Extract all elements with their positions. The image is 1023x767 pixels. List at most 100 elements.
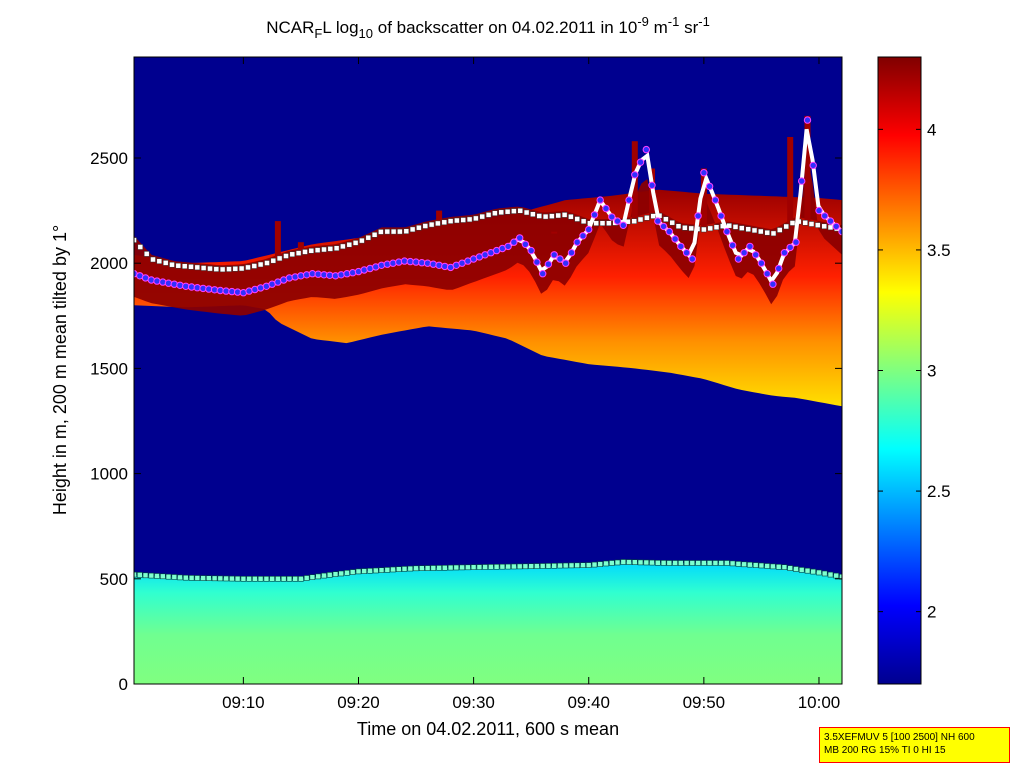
aerosol-top-marker [724, 560, 730, 566]
aerosol-top-marker [183, 574, 189, 581]
cloud-top-marker [245, 264, 251, 271]
cloud-top-marker [359, 237, 365, 244]
aerosol-top-marker [764, 563, 771, 569]
cloud-top-marker [454, 217, 460, 224]
aerosol-top-marker [810, 568, 817, 575]
aerosol-top-marker [551, 562, 558, 569]
aerosol-top-marker [223, 575, 229, 582]
cloud-top-marker [169, 261, 175, 268]
cloud-top-marker [701, 226, 707, 233]
cloud-base-marker [740, 249, 748, 257]
cloud-top-marker [599, 220, 606, 226]
cloud-base-marker [636, 158, 645, 166]
cloud-top-marker [283, 253, 289, 259]
aerosol-top-marker [395, 566, 402, 573]
cloud-top-marker [745, 226, 751, 232]
cloud-base-marker [734, 255, 743, 263]
cloud-top-marker [485, 212, 492, 218]
cloud-base-marker [659, 222, 668, 231]
cloud-base-marker [780, 249, 789, 257]
aerosol-top-marker [436, 565, 442, 571]
aerosol-top-marker [770, 563, 776, 570]
aerosol-top-marker [430, 565, 437, 571]
cloud-base-marker [769, 280, 777, 288]
cloud-base-marker [654, 217, 662, 225]
cloud-spike [787, 137, 794, 225]
cloud-base-marker [711, 196, 720, 204]
aerosol-top-marker [591, 561, 598, 568]
aerosol-top-marker [367, 567, 373, 574]
aerosol-top-marker [177, 574, 183, 581]
cloud-top-marker [473, 215, 479, 222]
cloud-spike [297, 242, 304, 253]
aerosol-top-marker [735, 561, 742, 567]
cloud-base-marker [677, 242, 685, 251]
x-axis: 09:10 09:20 09:30 09:40 09:50 10:00 [222, 57, 840, 712]
aerosol-top-marker [424, 565, 431, 571]
cloud-base-marker [556, 255, 564, 263]
aerosol-top-marker [672, 560, 678, 566]
cloud-base-marker [613, 217, 622, 225]
y-axis: 0 500 1000 1500 2000 2500 [90, 149, 842, 694]
aerosol-top-marker [418, 565, 425, 572]
cloud-base-marker [746, 242, 754, 251]
aerosol-top-marker [798, 567, 805, 573]
cloud-top-marker [302, 249, 308, 255]
cloud-base-marker [803, 116, 812, 124]
aerosol-top-marker [781, 564, 788, 571]
cloud-base-markers [134, 116, 842, 297]
aerosol-top-marker [401, 566, 408, 572]
aerosol-top-marker [200, 575, 206, 581]
cloud-top-marker [517, 208, 523, 214]
aerosol-top-marker [574, 562, 581, 569]
cloud-base-marker [832, 222, 840, 231]
cloud-top-marker [257, 261, 264, 268]
colorbar-tick-label: 2 [927, 603, 936, 622]
aerosol-top-marker [326, 572, 333, 578]
cloud-top-marker [460, 217, 466, 223]
cloud-top-marker [568, 213, 574, 220]
cloud-base-marker [527, 246, 535, 255]
aerosol-top-marker [165, 573, 172, 580]
plot-frame [133, 56, 843, 685]
aerosol-top-marker [361, 568, 368, 574]
cloud-top-marker [732, 224, 739, 230]
cloud-spike [700, 168, 707, 230]
cloud-top-marker [492, 210, 498, 216]
y-tick-label: 0 [119, 675, 128, 694]
aerosol-top-marker [482, 564, 488, 570]
cloud-top-marker [549, 213, 555, 219]
cloud-top-marker [466, 216, 473, 223]
aerosol-top-marker [217, 575, 224, 582]
cloud-top-marker [352, 240, 359, 246]
aerosol-top-marker [534, 563, 540, 569]
aerosol-top-marker [505, 563, 511, 570]
aerosol-top-marker [286, 575, 293, 582]
aerosol-top-marker [407, 565, 414, 572]
cloud-base-marker [665, 227, 673, 236]
cloud-top-marker [226, 266, 232, 272]
aerosol-top-marker [752, 562, 759, 568]
aerosol-top-marker [211, 575, 218, 582]
aerosol-top-marker [557, 562, 563, 569]
cloud-base-marker [642, 145, 650, 154]
cloud-top-marker [713, 224, 720, 230]
cloud-top-marker [397, 228, 403, 235]
cloud-top-marker [219, 266, 226, 273]
aerosol-top-marker [666, 560, 673, 566]
cloud-top-marker [593, 220, 599, 226]
aerosol-top-marker [137, 572, 143, 578]
aerosol-top-marker [585, 562, 592, 568]
cloud-base-marker [826, 217, 835, 225]
aerosol-top-marker [263, 575, 270, 582]
cloud-top-marker [770, 230, 777, 237]
aerosol-top-marker [787, 565, 794, 571]
aerosol-top-marker [441, 564, 448, 571]
cloud-base-marker [682, 249, 691, 257]
aerosol-top-marker [637, 559, 644, 566]
cloud-top-marker [707, 225, 713, 232]
aerosol-top-marker [804, 567, 811, 574]
processing-info-box: 3.5XEFMUV 5 [100 2500] NH 600 MB 200 RG … [819, 727, 1010, 763]
aerosol-top-marker [298, 575, 304, 582]
